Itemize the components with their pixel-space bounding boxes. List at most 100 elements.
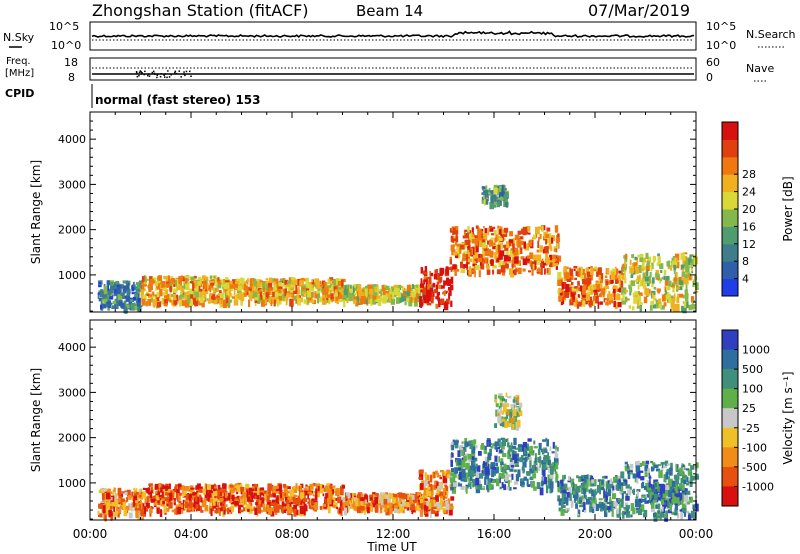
echo-cell [429,510,432,518]
echo-cell [567,480,572,483]
echo-cell [270,509,275,517]
echo-cell [307,490,312,496]
echo-cell [233,297,238,300]
echo-cell [494,394,497,402]
echo-cell [411,507,414,515]
echo-cell [139,504,141,511]
echo-cell [241,277,245,286]
freq-left-tick-bottom: 8 [68,71,75,84]
echo-cell [501,185,504,193]
echo-cell [607,506,611,510]
echo-cell [179,487,182,490]
echo-cell [486,269,491,275]
echo-cell [322,285,325,291]
echo-cell [429,286,432,289]
echo-cell [270,502,276,507]
echo-cell [570,500,574,508]
echo-cell [248,299,251,308]
station-title: Zhongshan Station (fitACF) [92,1,309,20]
echo-cell [207,299,212,304]
echo-cell [447,287,453,290]
echo-cell [148,483,153,486]
echo-cell [646,269,649,277]
echo-cell [627,471,631,480]
echo-cell [265,278,269,281]
echo-cell [618,287,623,293]
echo-cell [674,253,680,261]
echo-cell [267,495,270,502]
echo-cell [513,262,516,268]
echo-cell [261,295,264,299]
echo-cell [598,501,602,509]
echo-cell [537,240,540,248]
echo-cell [215,283,220,288]
echo-cell [507,451,511,460]
echo-cell [314,278,316,284]
echo-cell [210,484,214,490]
echo-cell [664,279,669,286]
echo-cell [171,509,176,513]
echo-cell [417,497,420,500]
echo-cell [397,505,401,514]
echo-cell [655,468,661,472]
echo-cell [473,439,477,445]
echo-cell [315,278,319,283]
echo-cell [485,259,487,264]
echo-cell [623,507,626,510]
echo-cell [147,278,151,281]
echo-cell [185,494,189,501]
echo-cell [622,293,625,300]
echo-cell [173,288,178,293]
echo-cell [216,287,219,292]
echo-cell [470,235,474,238]
echo-cell [414,287,417,291]
echo-cell [511,473,514,480]
echo-cell [675,486,680,493]
echo-cell [558,498,563,506]
echo-cell [449,477,453,484]
echo-cell [322,503,327,507]
echo-cell [522,461,527,468]
echo-cell [287,280,291,285]
echo-cell [425,296,430,303]
echo-cell [636,489,641,492]
echo-cell [693,279,696,283]
echo-cell [238,292,243,300]
echo-cell [364,494,368,499]
echo-cell [98,297,103,302]
echo-cell [332,487,336,492]
echo-cell [493,252,497,255]
echo-cell [178,492,182,496]
echo-cell [426,278,429,283]
echo-cell [224,504,228,507]
echo-cell [454,268,457,276]
echo-cell [197,276,202,284]
echo-cell [569,299,574,306]
echo-cell [549,486,553,494]
echo-cell [426,480,430,485]
echo-cell [113,282,116,284]
echo-cell [185,282,190,291]
echo-cell [640,476,645,481]
echo-cell [305,278,309,287]
colorbar-tick-label: 8 [742,255,749,268]
echo-cell [106,280,111,286]
echo-cell [584,277,588,284]
echo-cell [503,185,506,193]
echo-cell [603,298,606,303]
echo-cell [553,248,557,252]
echo-cell [268,297,271,303]
colorbar-tick-label: 20 [742,203,756,216]
echo-cell [312,287,315,292]
echo-cell [155,494,160,501]
echo-cell [187,295,191,303]
echo-cell [445,281,449,285]
echo-cell [278,505,282,510]
echo-cell [582,488,587,495]
echo-cell [576,268,580,272]
echo-cell [695,473,699,479]
echo-cell [418,476,422,480]
echo-cell [137,284,139,289]
echo-cell [238,502,243,508]
echo-cell [503,227,509,233]
